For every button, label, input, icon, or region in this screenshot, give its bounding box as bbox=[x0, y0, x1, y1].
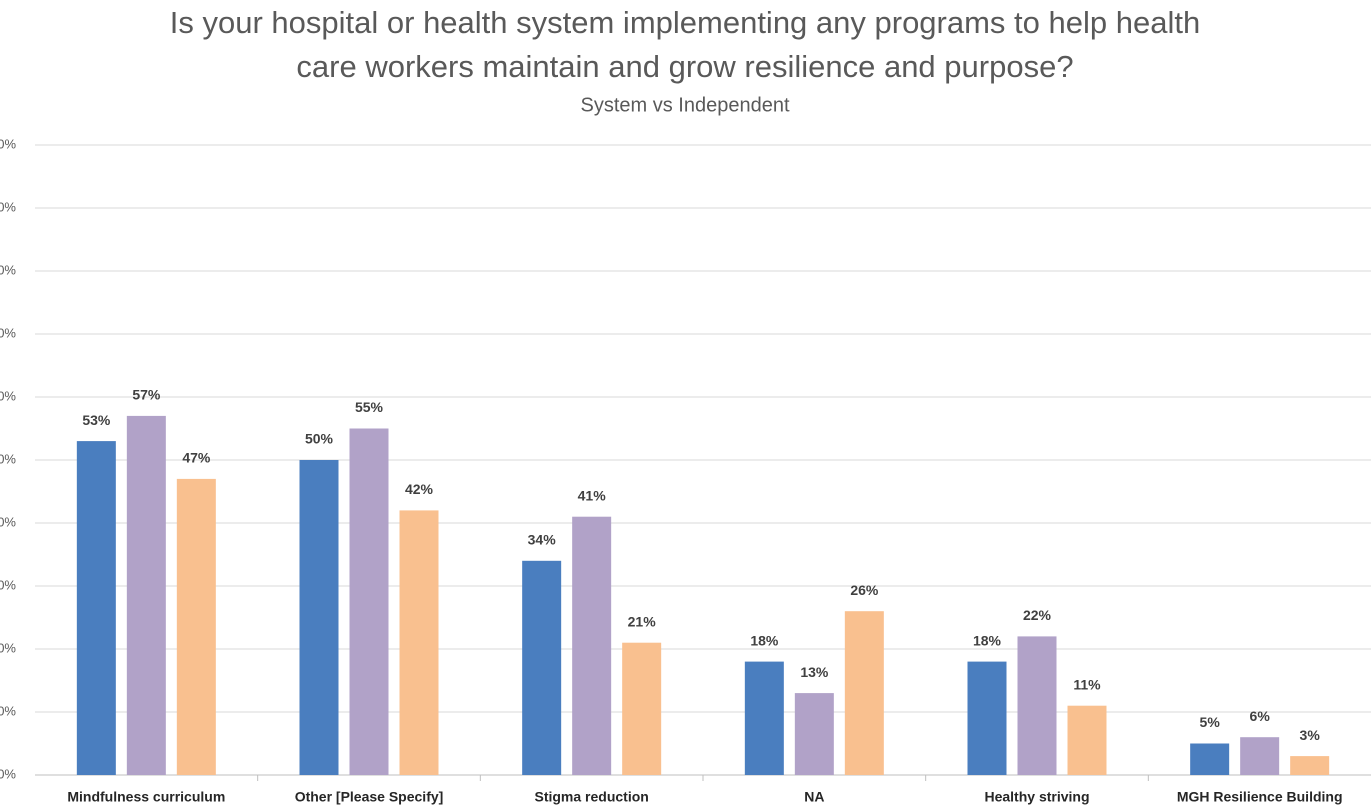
chart-subtitle: System vs Independent bbox=[580, 94, 789, 116]
x-tick-label: MGH Resilience Building bbox=[1177, 789, 1343, 805]
bar bbox=[1190, 743, 1230, 775]
x-tick-label: Mindfulness curriculum bbox=[67, 789, 225, 805]
y-tick-label: 70% bbox=[0, 325, 16, 340]
data-label: 21% bbox=[628, 613, 657, 629]
bar bbox=[844, 611, 884, 775]
chart-title: care workers maintain and grow resilienc… bbox=[296, 49, 1073, 84]
bar bbox=[522, 560, 562, 775]
bar bbox=[349, 428, 389, 775]
bar bbox=[1067, 705, 1107, 775]
data-label: 22% bbox=[1023, 607, 1052, 623]
bar bbox=[967, 661, 1007, 775]
x-tick-label: NA bbox=[804, 789, 824, 805]
y-tick-label: 0% bbox=[0, 766, 16, 781]
bar bbox=[176, 478, 216, 775]
data-label: 53% bbox=[82, 412, 111, 428]
data-label: 47% bbox=[182, 450, 211, 466]
data-label: 42% bbox=[405, 481, 434, 497]
bar bbox=[1017, 636, 1057, 775]
data-label: 18% bbox=[973, 632, 1002, 648]
y-tick-label: 80% bbox=[0, 262, 16, 277]
x-tick-label: Healthy striving bbox=[984, 789, 1089, 805]
bar bbox=[126, 415, 166, 775]
y-tick-label: 50% bbox=[0, 451, 16, 466]
data-label: 6% bbox=[1250, 708, 1271, 724]
data-label: 5% bbox=[1200, 714, 1221, 730]
data-label: 50% bbox=[305, 431, 334, 447]
bar bbox=[76, 441, 116, 775]
chart-title: Is your hospital or health system implem… bbox=[170, 5, 1200, 40]
x-tick-label: Stigma reduction bbox=[534, 789, 648, 805]
bar bbox=[794, 693, 834, 775]
bar bbox=[622, 642, 662, 775]
bar bbox=[744, 661, 784, 775]
data-label: 3% bbox=[1300, 727, 1321, 743]
data-label: 41% bbox=[578, 487, 607, 503]
data-label: 11% bbox=[1073, 676, 1101, 692]
y-tick-label: 30% bbox=[0, 577, 16, 592]
bar bbox=[399, 510, 439, 775]
bar bbox=[299, 460, 339, 775]
bar bbox=[1290, 756, 1330, 775]
y-tick-label: 20% bbox=[0, 640, 16, 655]
data-label: 57% bbox=[132, 387, 161, 403]
y-tick-label: 40% bbox=[0, 514, 16, 529]
bar bbox=[1240, 737, 1280, 775]
y-tick-label: 60% bbox=[0, 388, 16, 403]
data-label: 13% bbox=[800, 664, 829, 680]
data-label: 34% bbox=[528, 532, 557, 548]
data-label: 18% bbox=[750, 632, 779, 648]
bar bbox=[572, 516, 612, 775]
y-tick-label: 10% bbox=[0, 703, 16, 718]
data-label: 55% bbox=[355, 399, 384, 415]
y-tick-label: 90% bbox=[0, 199, 16, 214]
y-tick-label: 100% bbox=[0, 136, 16, 151]
data-label: 26% bbox=[850, 582, 879, 598]
x-tick-label: Other [Please Specify] bbox=[295, 789, 444, 805]
